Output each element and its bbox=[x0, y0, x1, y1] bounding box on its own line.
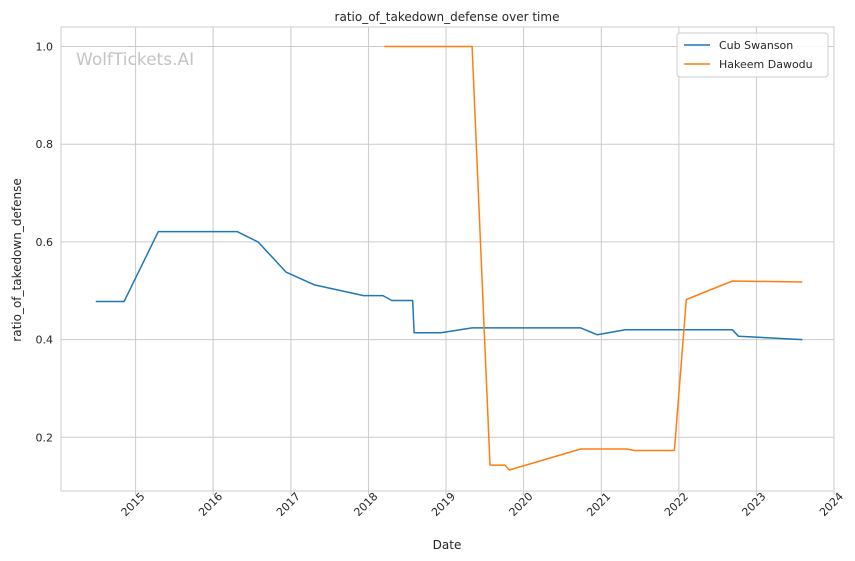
legend-label: Cub Swanson bbox=[719, 39, 793, 52]
y-tick-label: 0.6 bbox=[36, 236, 54, 249]
legend: Cub Swanson Hakeem Dawodu bbox=[676, 32, 829, 78]
y-axis-title: ratio_of_takedown_defense bbox=[10, 178, 24, 341]
y-tick-label: 1.0 bbox=[36, 41, 54, 54]
watermark: WolfTickets.AI bbox=[76, 50, 194, 70]
y-axis-ticks: 0.2 0.4 0.6 0.8 1.0 bbox=[36, 41, 54, 445]
grid-lines bbox=[61, 27, 835, 491]
y-tick-label: 0.4 bbox=[36, 334, 54, 347]
legend-label: Hakeem Dawodu bbox=[719, 58, 813, 71]
x-axis-title: Date bbox=[433, 538, 462, 552]
plot-frame bbox=[60, 26, 835, 492]
chart-title: ratio_of_takedown_defense over time bbox=[335, 10, 560, 24]
series-line-hakeem-dawodu bbox=[384, 45, 803, 471]
series-line-cub-swanson bbox=[95, 230, 803, 341]
legend-box bbox=[676, 32, 829, 78]
y-tick-label: 0.8 bbox=[36, 138, 54, 151]
y-tick-label: 0.2 bbox=[36, 431, 54, 444]
series-layer bbox=[95, 45, 803, 471]
